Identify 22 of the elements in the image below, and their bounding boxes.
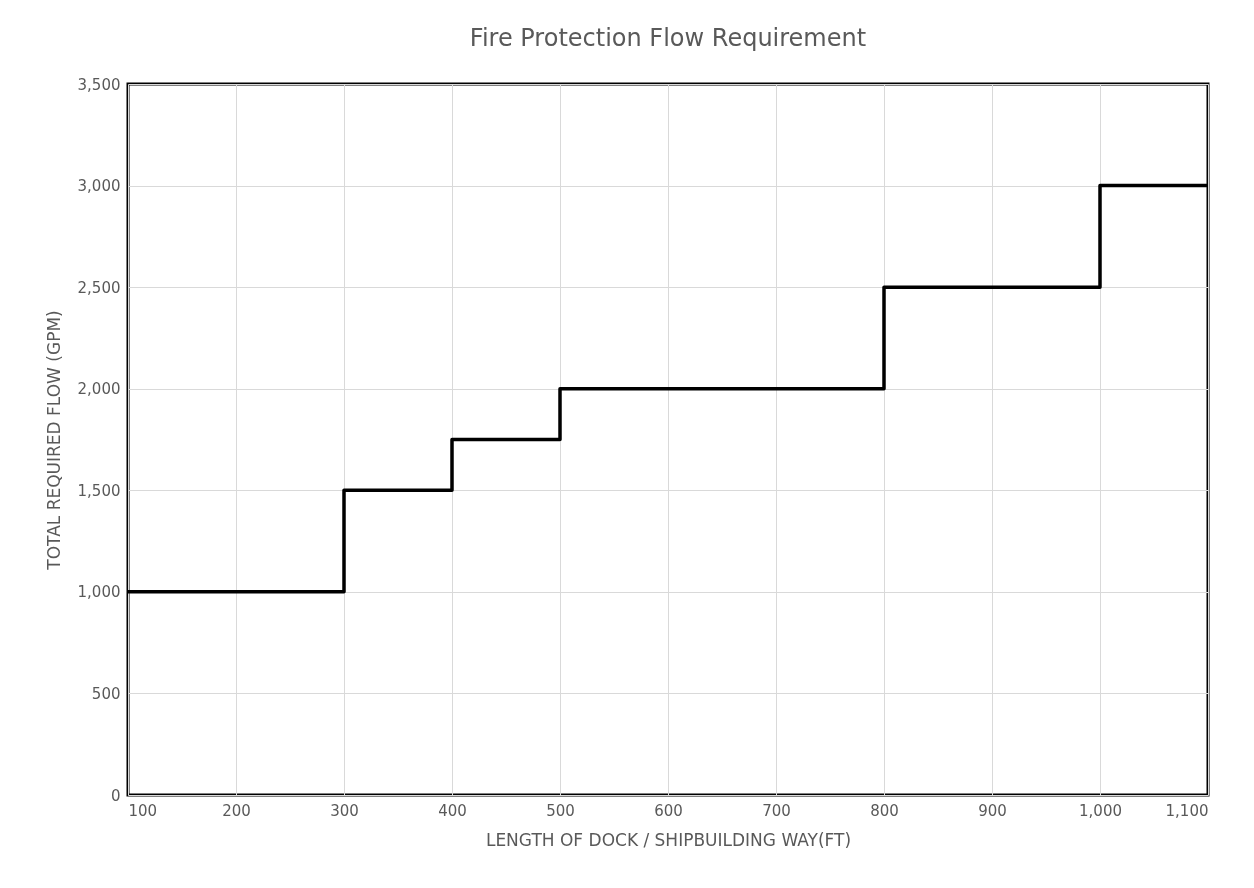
y-tick-label: 1,000: [77, 583, 121, 602]
x-tick-label: 1,100: [1165, 801, 1209, 820]
y-tick-label: 0: [110, 786, 121, 805]
x-tick-label: 800: [870, 801, 899, 820]
y-tick-label: 2,500: [77, 278, 121, 297]
x-tick-label: 900: [978, 801, 1007, 820]
y-tick-label: 3,000: [77, 177, 121, 196]
x-tick-label: 300: [330, 801, 359, 820]
x-axis-title: LENGTH OF DOCK / SHIPBUILDING WAY(FT): [485, 829, 852, 850]
x-tick-label: 1,000: [1079, 801, 1122, 820]
x-tick-label: 700: [762, 801, 791, 820]
y-tick-label: 3,500: [77, 75, 121, 94]
y-tick-label: 1,500: [77, 481, 121, 500]
x-tick-label: 500: [546, 801, 575, 820]
x-tick-label: 600: [654, 801, 683, 820]
x-tick-label: 400: [438, 801, 467, 820]
y-tick-label: 500: [91, 684, 121, 703]
chart-title: Fire Protection Flow Requirement: [469, 24, 867, 52]
x-tick-label: 100: [128, 801, 158, 820]
x-tick-label: 200: [222, 801, 251, 820]
y-tick-label: 2,000: [77, 380, 121, 399]
y-axis-title: TOTAL REQUIRED FLOW (GPM): [43, 310, 64, 571]
